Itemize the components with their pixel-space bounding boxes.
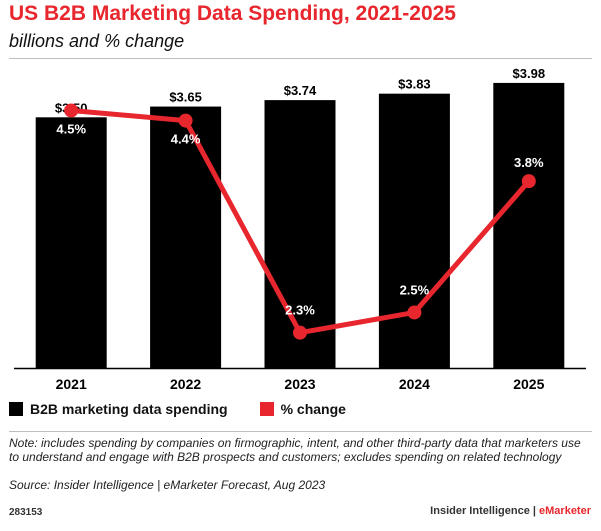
x-tick-label-2022: 2022 [170, 376, 201, 392]
x-tick-label-2025: 2025 [513, 376, 544, 392]
footnote: Note: includes spending by companies on … [9, 436, 581, 464]
percent-change-label-2024: 2.5% [400, 282, 430, 297]
legend-item-change: % change [259, 401, 346, 417]
brand-primary: Insider Intelligence | [430, 505, 540, 517]
legend-swatch-spending [9, 402, 23, 416]
percent-change-label-2025: 3.8% [514, 155, 544, 170]
percent-change-label-2023: 2.3% [285, 303, 315, 318]
legend-label-spending: B2B marketing data spending [30, 401, 228, 417]
bar-2023 [264, 100, 336, 368]
top-divider [9, 58, 592, 59]
percent-change-point-2023 [293, 325, 307, 340]
bar-2021 [35, 117, 107, 368]
chart-title: US B2B Marketing Data Spending, 2021-202… [9, 2, 456, 25]
legend-item-spending: B2B marketing data spending [9, 401, 228, 417]
legend-label-change: % change [280, 401, 346, 417]
bar-2025 [493, 82, 565, 368]
bar-2024 [378, 93, 450, 369]
chart-subtitle: billions and % change [9, 31, 185, 51]
percent-change-point-2021 [64, 103, 79, 118]
bar-value-label-2024: $3.83 [398, 77, 431, 92]
legend: B2B marketing data spending % change [9, 401, 378, 417]
bottom-divider [9, 431, 592, 432]
bar-value-label-2022: $3.65 [169, 90, 202, 105]
bar-value-label-2025: $3.98 [513, 66, 546, 81]
bar-2022 [150, 106, 222, 368]
combo-chart: $3.50$3.65$3.74$3.83$3.98202120222023202… [14, 66, 586, 392]
percent-change-label-2022: 4.4% [171, 132, 201, 147]
x-tick-label-2024: 2024 [399, 376, 430, 392]
brand-secondary: eMarketer [539, 505, 591, 517]
x-tick-label-2021: 2021 [56, 376, 87, 392]
percent-change-label-2021: 4.5% [56, 121, 86, 136]
legend-swatch-change [259, 402, 274, 416]
percent-change-point-2024 [407, 305, 422, 320]
percent-change-point-2025 [521, 174, 536, 189]
source-line: Source: Insider Intelligence | eMarketer… [9, 478, 326, 492]
brand-footer: Insider Intelligence | eMarketer [430, 505, 591, 517]
percent-change-point-2022 [178, 113, 193, 128]
x-tick-label-2023: 2023 [284, 376, 315, 392]
chart-id: 283153 [9, 507, 43, 518]
bar-value-label-2023: $3.74 [284, 83, 317, 98]
